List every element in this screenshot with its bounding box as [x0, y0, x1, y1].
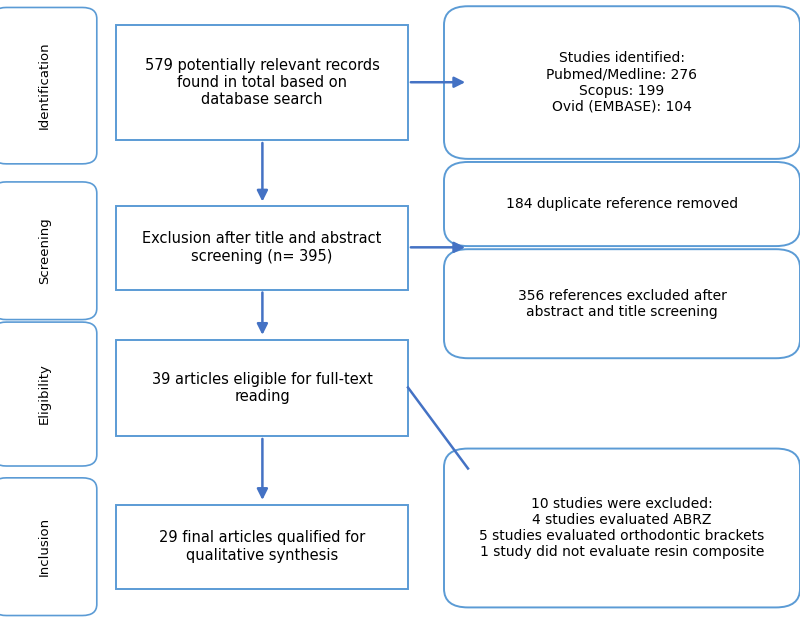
FancyBboxPatch shape	[116, 340, 408, 436]
FancyBboxPatch shape	[0, 322, 97, 466]
FancyBboxPatch shape	[116, 25, 408, 140]
Text: Eligibility: Eligibility	[38, 364, 51, 424]
FancyBboxPatch shape	[444, 6, 800, 159]
Text: Studies identified:
Pubmed/Medline: 276
Scopus: 199
Ovid (EMBASE): 104: Studies identified: Pubmed/Medline: 276 …	[546, 51, 698, 114]
Text: 10 studies were excluded:
4 studies evaluated ABRZ
5 studies evaluated orthodont: 10 studies were excluded: 4 studies eval…	[479, 497, 765, 559]
FancyBboxPatch shape	[116, 206, 408, 290]
Text: Inclusion: Inclusion	[38, 517, 51, 576]
Text: 356 references excluded after
abstract and title screening: 356 references excluded after abstract a…	[518, 288, 726, 319]
Text: 184 duplicate reference removed: 184 duplicate reference removed	[506, 197, 738, 211]
Text: 29 final articles qualified for
qualitative synthesis: 29 final articles qualified for qualitat…	[159, 530, 365, 563]
FancyBboxPatch shape	[116, 505, 408, 589]
FancyBboxPatch shape	[0, 182, 97, 320]
FancyBboxPatch shape	[0, 478, 97, 616]
FancyBboxPatch shape	[444, 249, 800, 358]
Text: 39 articles eligible for full-text
reading: 39 articles eligible for full-text readi…	[151, 371, 373, 404]
Text: Identification: Identification	[38, 42, 51, 130]
Text: Exclusion after title and abstract
screening (n= 395): Exclusion after title and abstract scree…	[142, 231, 382, 264]
Text: 579 potentially relevant records
found in total based on
database search: 579 potentially relevant records found i…	[145, 58, 379, 107]
Text: Screening: Screening	[38, 217, 51, 284]
FancyBboxPatch shape	[0, 7, 97, 164]
FancyBboxPatch shape	[444, 449, 800, 607]
FancyBboxPatch shape	[444, 162, 800, 246]
